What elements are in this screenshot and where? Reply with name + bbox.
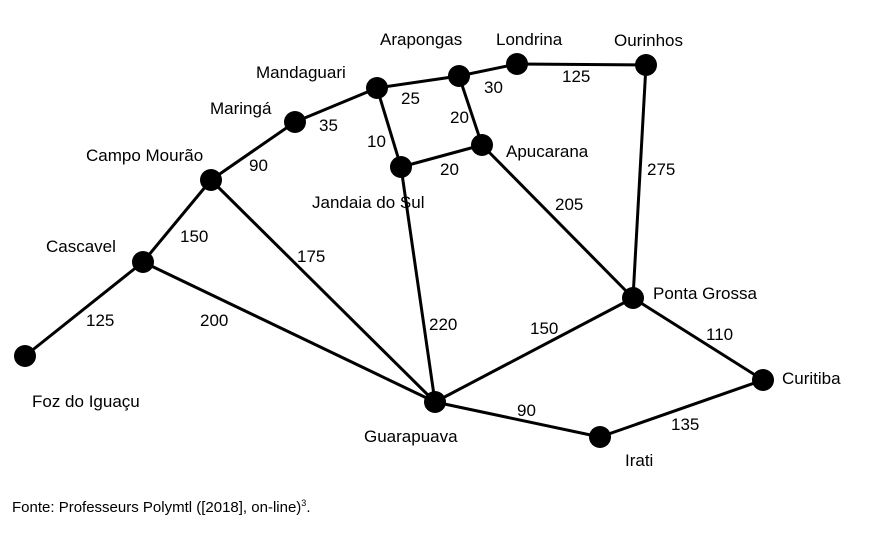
node-jandaia xyxy=(390,156,412,178)
edge-ourinhos-pontagrossa xyxy=(631,64,648,299)
city-label-guarapuava: Guarapuava xyxy=(364,427,458,446)
edge-weight-jandaia-guarapuava: 220 xyxy=(429,315,457,334)
city-label-curitiba: Curitiba xyxy=(782,369,841,388)
edge-guarapuava-irati xyxy=(434,400,601,439)
edge-weight-arapongas-londrina: 30 xyxy=(484,78,503,97)
city-graph: 125 150 200 90 175 35 25 10 30 20 125 20 220 205 275 15… xyxy=(14,30,841,470)
edge-cascavel-guarapuava xyxy=(142,260,436,404)
edge-weight-maringa-mandaguari: 35 xyxy=(319,116,338,135)
edge-apucarana-pontagrossa xyxy=(480,143,635,300)
city-label-foz: Foz do Iguaçu xyxy=(32,392,140,411)
edge-campo-guarapuava xyxy=(209,178,437,404)
edge-weight-foz-cascavel: 125 xyxy=(86,311,114,330)
edge-campo-maringa xyxy=(210,120,296,182)
edge-weight-mandaguari-jandaia: 10 xyxy=(367,132,386,151)
edge-mandaguari-arapongas xyxy=(376,74,460,90)
node-curitiba xyxy=(752,369,774,391)
node-arapongas xyxy=(448,65,470,87)
edge-weight-jandaia-apucarana: 20 xyxy=(440,160,459,179)
edge-weight-ourinhos-pontagrossa: 275 xyxy=(647,160,675,179)
edge-arapongas-apucarana xyxy=(457,75,484,146)
edge-guarapuava-pontagrossa xyxy=(434,296,634,404)
edge-weight-cascavel-guarapuava: 200 xyxy=(200,311,228,330)
node-campo xyxy=(200,169,222,191)
edge-foz-cascavel xyxy=(24,260,144,358)
labels-layer: Foz do Iguaçu Cascavel Campo Mourão Maringá… xyxy=(32,30,841,470)
edge-weight-pontagrossa-curitiba: 110 xyxy=(706,325,733,344)
edge-maringa-mandaguari xyxy=(294,86,378,124)
city-label-campo: Campo Mourão xyxy=(86,146,203,165)
city-label-cascavel: Cascavel xyxy=(46,237,116,256)
edge-irati-curitiba xyxy=(599,378,764,439)
edge-londrina-ourinhos xyxy=(516,62,647,67)
edge-weight-irati-curitiba: 135 xyxy=(671,415,699,434)
city-label-irati: Irati xyxy=(625,451,653,470)
edge-jandaia-guarapuava xyxy=(399,166,437,403)
node-mandaguari xyxy=(366,77,388,99)
edge-pontagrossa-curitiba xyxy=(632,296,764,382)
caption-suffix: . xyxy=(306,499,311,516)
node-cascavel xyxy=(132,251,154,273)
city-label-maringa: Maringá xyxy=(210,99,272,118)
city-label-jandaia: Jandaia do Sul xyxy=(312,193,424,212)
node-londrina xyxy=(506,53,528,75)
edge-weight-guarapuava-pontagrossa: 150 xyxy=(530,319,558,338)
edge-weight-campo-guarapuava: 175 xyxy=(297,247,325,266)
edge-weight-cascavel-campo: 150 xyxy=(180,227,208,246)
city-label-londrina: Londrina xyxy=(496,30,563,49)
city-label-ourinhos: Ourinhos xyxy=(614,31,683,50)
node-maringa xyxy=(284,111,306,133)
edge-weight-guarapuava-irati: 90 xyxy=(517,401,536,420)
node-pontagrossa xyxy=(622,287,644,309)
node-guarapuava xyxy=(424,391,446,413)
city-label-pontagrossa: Ponta Grossa xyxy=(653,284,757,303)
edge-weight-apucarana-pontagrossa: 205 xyxy=(555,195,583,214)
edge-weight-mandaguari-arapongas: 25 xyxy=(401,89,420,108)
weights-layer: 125 150 200 90 175 35 25 10 30 20 125 20 220 205 275 15… xyxy=(86,67,733,434)
edge-mandaguari-jandaia xyxy=(375,87,403,168)
nodes-layer xyxy=(14,53,774,448)
edge-weight-londrina-ourinhos: 125 xyxy=(562,67,590,86)
node-foz xyxy=(14,345,36,367)
edge-weight-arapongas-apucarana: 20 xyxy=(450,108,469,127)
edge-jandaia-apucarana xyxy=(400,143,483,169)
edge-weight-campo-maringa: 90 xyxy=(249,156,268,175)
node-irati xyxy=(589,426,611,448)
city-label-apucarana: Apucarana xyxy=(506,142,589,161)
node-apucarana xyxy=(471,134,493,156)
edges-layer xyxy=(24,62,764,439)
source-caption: Fonte: Professeurs Polymtl ([2018], on-l… xyxy=(12,498,310,516)
caption-superscript: 3 xyxy=(301,498,307,508)
edge-cascavel-campo xyxy=(141,179,213,263)
city-label-arapongas: Arapongas xyxy=(380,30,462,49)
city-label-mandaguari: Mandaguari xyxy=(256,63,346,82)
caption-text: Fonte: Professeurs Polymtl ([2018], on-l… xyxy=(12,499,302,516)
node-ourinhos xyxy=(635,54,657,76)
